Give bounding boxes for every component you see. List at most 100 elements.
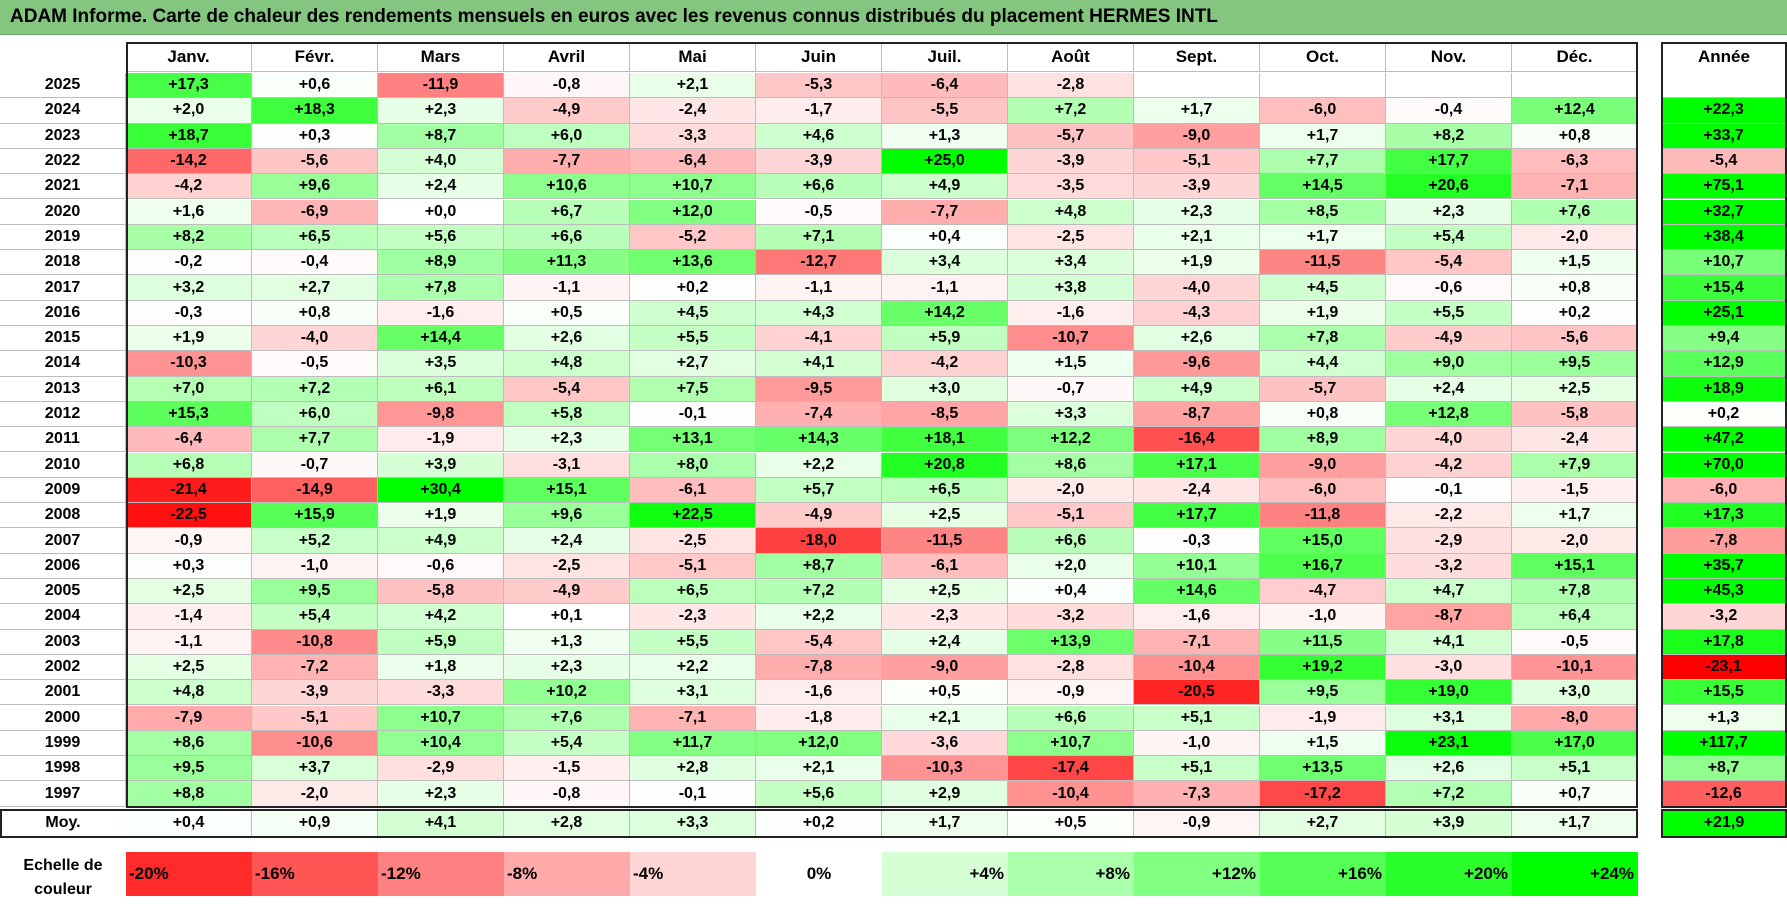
month-header: Mars: [378, 42, 504, 72]
heatmap-cell: -0,3: [126, 300, 252, 326]
heatmap-cell: +30,4: [378, 477, 504, 504]
heatmap-cell: +15,1: [1512, 553, 1638, 579]
heatmap-cell: -11,9: [378, 73, 504, 99]
heatmap-cell: -2,4: [1512, 427, 1638, 453]
heatmap-cell: +4,2: [378, 604, 504, 630]
row-year-label: 2003: [0, 629, 126, 655]
month-header: Janv.: [126, 42, 252, 72]
heatmap-cell: +2,3: [378, 781, 504, 807]
heatmap-cell: +1,7: [1260, 224, 1386, 251]
heatmap-cell: -5,5: [882, 98, 1008, 124]
heatmap-cell: +1,9: [378, 503, 504, 529]
heatmap-cell: +5,1: [1512, 756, 1638, 782]
heatmap-cell: -6,1: [882, 553, 1008, 579]
heatmap-cell: +7,2: [1008, 98, 1134, 124]
heatmap-cell: +3,3: [1008, 401, 1134, 428]
heatmap-cell: -17,2: [1260, 781, 1386, 807]
heatmap-cell: -22,5: [126, 503, 252, 529]
heatmap-cell: -2,8: [1008, 654, 1134, 681]
heatmap-cell: +3,2: [126, 275, 252, 301]
heatmap-cell: -18,0: [756, 528, 882, 554]
heatmap-cell: +14,6: [1134, 579, 1260, 605]
heatmap-cell: -9,0: [1260, 452, 1386, 478]
annual-cell: +15,5: [1661, 680, 1787, 706]
heatmap-cell: -0,2: [126, 250, 252, 276]
heatmap-cell: +1,5: [1260, 730, 1386, 757]
heatmap-cell: [1386, 73, 1512, 99]
heatmap-cell: -14,9: [252, 477, 378, 504]
heatmap-cell: +9,5: [1260, 680, 1386, 706]
heatmap-cell: -0,6: [1386, 275, 1512, 301]
heatmap-cell: -2,8: [1008, 73, 1134, 99]
heatmap-cell: -0,1: [1386, 477, 1512, 504]
heatmap-cell: +4,1: [1386, 629, 1512, 655]
heatmap-cell: -2,5: [630, 528, 756, 554]
heatmap-cell: +1,7: [1260, 123, 1386, 149]
heatmap-cell: +17,7: [1386, 148, 1512, 175]
heatmap-cell: -0,7: [1008, 376, 1134, 402]
row-year-label: 2021: [0, 174, 126, 200]
heatmap-cell: +7,1: [756, 224, 882, 251]
heatmap-cell: +7,7: [1260, 148, 1386, 175]
heatmap-cell: -1,9: [378, 427, 504, 453]
heatmap-cell: +18,1: [882, 427, 1008, 453]
heatmap-cell: +9,6: [504, 503, 630, 529]
heatmap-cell: -7,8: [756, 654, 882, 681]
heatmap-cell: +6,0: [252, 401, 378, 428]
average-cell: +0,5: [1008, 809, 1134, 837]
heatmap-cell: +5,7: [756, 477, 882, 504]
heatmap-cell: +14,5: [1260, 174, 1386, 200]
heatmap-cell: +2,2: [756, 452, 882, 478]
heatmap-cell: +3,4: [882, 250, 1008, 276]
heatmap-cell: +1,5: [1512, 250, 1638, 276]
heatmap-cell: +8,2: [1386, 123, 1512, 149]
heatmap-cell: +4,9: [378, 528, 504, 554]
heatmap-cell: +14,4: [378, 326, 504, 352]
heatmap-cell: +2,6: [1134, 326, 1260, 352]
heatmap-cell: -6,4: [630, 148, 756, 175]
heatmap-cell: +2,7: [630, 351, 756, 377]
heatmap-cell: -7,2: [252, 654, 378, 681]
row-year-label: 2019: [0, 224, 126, 251]
heatmap-cell: +0,4: [1008, 579, 1134, 605]
heatmap-cell: +8,5: [1260, 199, 1386, 225]
heatmap-cell: -12,7: [756, 250, 882, 276]
row-year-label: 2007: [0, 528, 126, 554]
heatmap-cell: +10,7: [630, 174, 756, 200]
heatmap-cell: -5,1: [252, 705, 378, 731]
heatmap-cell: -16,4: [1134, 427, 1260, 453]
heatmap-cell: +0,6: [252, 73, 378, 99]
heatmap-cell: -3,2: [1386, 553, 1512, 579]
heatmap-cell: -2,5: [1008, 224, 1134, 251]
heatmap-cell: +4,5: [630, 300, 756, 326]
heatmap-cell: -0,5: [1512, 629, 1638, 655]
heatmap-cell: -5,4: [504, 376, 630, 402]
heatmap-cell: +6,0: [504, 123, 630, 149]
heatmap-cell: +3,4: [1008, 250, 1134, 276]
heatmap-cell: +5,4: [1386, 224, 1512, 251]
annual-cell: +35,7: [1661, 553, 1787, 579]
heatmap-cell: +3,9: [378, 452, 504, 478]
average-annual-cell: +21,9: [1661, 809, 1787, 837]
heatmap-cell: -5,1: [630, 553, 756, 579]
heatmap-cell: -6,0: [1260, 477, 1386, 504]
heatmap-cell: -11,8: [1260, 503, 1386, 529]
heatmap-cell: +17,3: [126, 73, 252, 99]
heatmap-cell: +7,5: [630, 376, 756, 402]
annual-cell: -23,1: [1661, 654, 1787, 681]
heatmap-cell: -4,3: [1134, 300, 1260, 326]
month-header: Oct.: [1260, 42, 1386, 72]
heatmap-cell: -5,4: [1386, 250, 1512, 276]
heatmap-cell: +2,1: [756, 756, 882, 782]
heatmap-cell: +1,7: [1512, 503, 1638, 529]
heatmap-cell: +2,7: [252, 275, 378, 301]
heatmap-cell: +16,7: [1260, 553, 1386, 579]
heatmap-cell: -1,0: [1134, 730, 1260, 757]
heatmap-cell: +2,3: [504, 427, 630, 453]
heatmap-cell: -1,7: [756, 98, 882, 124]
heatmap-cell: +7,6: [504, 705, 630, 731]
heatmap-cell: +1,9: [1134, 250, 1260, 276]
average-cell: +1,7: [882, 809, 1008, 837]
heatmap-cell: +4,4: [1260, 351, 1386, 377]
heatmap-cell: -7,1: [1134, 629, 1260, 655]
